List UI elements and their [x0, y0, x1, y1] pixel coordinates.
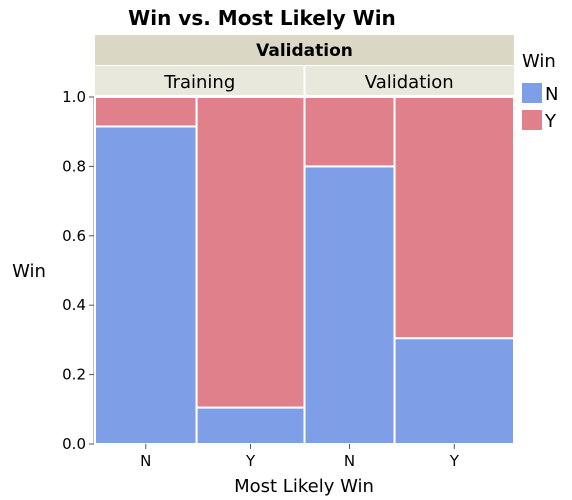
group-header: Validation [256, 41, 353, 61]
mosaic-segment-y [303, 96, 396, 168]
mosaic-segment-y [94, 96, 198, 128]
x-tick-label: N [344, 452, 355, 470]
panel-header-bg [304, 66, 514, 95]
legend: Win NY [522, 51, 558, 132]
y-tick-label: 0.6 [62, 227, 86, 245]
mosaic-segment-n [94, 125, 198, 446]
mosaic-segment-n [195, 406, 306, 446]
x-tick-label: Y [245, 452, 256, 470]
legend-swatch [522, 83, 542, 103]
y-tick-label: 1.0 [62, 88, 86, 106]
legend-title: Win [522, 51, 556, 72]
legend-item-label: N [545, 84, 558, 105]
y-tick-label: 0.4 [62, 296, 86, 314]
legend-swatch [522, 110, 542, 130]
y-tick-label: 0.8 [62, 157, 86, 175]
group-header-bg [95, 35, 514, 65]
x-tick-label: Y [449, 452, 460, 470]
legend-item-label: Y [544, 111, 557, 132]
chart-title: Win vs. Most Likely Win [128, 6, 396, 30]
y-tick-label: 0.2 [62, 366, 86, 384]
panel-header-bg [95, 66, 305, 95]
mosaic-segment-y [195, 96, 306, 409]
mosaic-segment-y [393, 96, 515, 340]
y-tick-label: 0.0 [62, 435, 86, 453]
mosaic-segment-n [303, 165, 396, 445]
mosaic-segment-n [393, 337, 515, 446]
panel-header-label: Training [163, 72, 235, 93]
x-axis-label: Most Likely Win [234, 476, 374, 497]
panel-header-label: Validation [365, 72, 454, 93]
x-tick-label: N [140, 452, 151, 470]
y-axis-label: Win [12, 261, 46, 282]
